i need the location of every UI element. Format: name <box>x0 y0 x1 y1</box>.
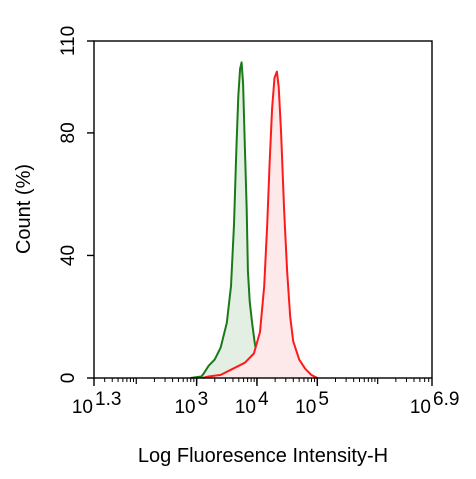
y-tick-label: 80 <box>58 122 79 143</box>
plot-frame <box>93 40 433 379</box>
x-tick-label: 10 <box>235 397 256 418</box>
x-tick-labels: 10 1.3 10 3 10 4 10 5 10 6.9 <box>72 389 460 418</box>
y-tick-labels: 0 40 80 110 <box>58 26 79 383</box>
x-tick-label: 10 <box>295 397 316 418</box>
x-tick-exponent: 5 <box>318 389 329 410</box>
series-1-area <box>190 62 266 379</box>
series-layer <box>190 61 318 379</box>
tick-layer <box>87 40 433 386</box>
x-tick-exponent: 1.3 <box>95 389 121 410</box>
series-2-line <box>202 70 318 379</box>
y-axis-title: Count (%) <box>13 164 35 254</box>
x-tick-exponent: 4 <box>258 389 269 410</box>
x-axis-title: Log Fluoresence Intensity-H <box>138 445 388 467</box>
y-tick-label: 0 <box>58 373 79 384</box>
x-tick-label: 10 <box>410 397 431 418</box>
x-tick-exponent: 6.9 <box>433 389 459 410</box>
x-tick-exponent: 3 <box>198 389 209 410</box>
y-tick-label: 110 <box>58 26 79 56</box>
x-tick-label: 10 <box>174 397 195 418</box>
y-tick-label: 40 <box>58 245 79 266</box>
x-tick-label: 10 <box>72 397 93 418</box>
series-1-line <box>190 61 267 379</box>
